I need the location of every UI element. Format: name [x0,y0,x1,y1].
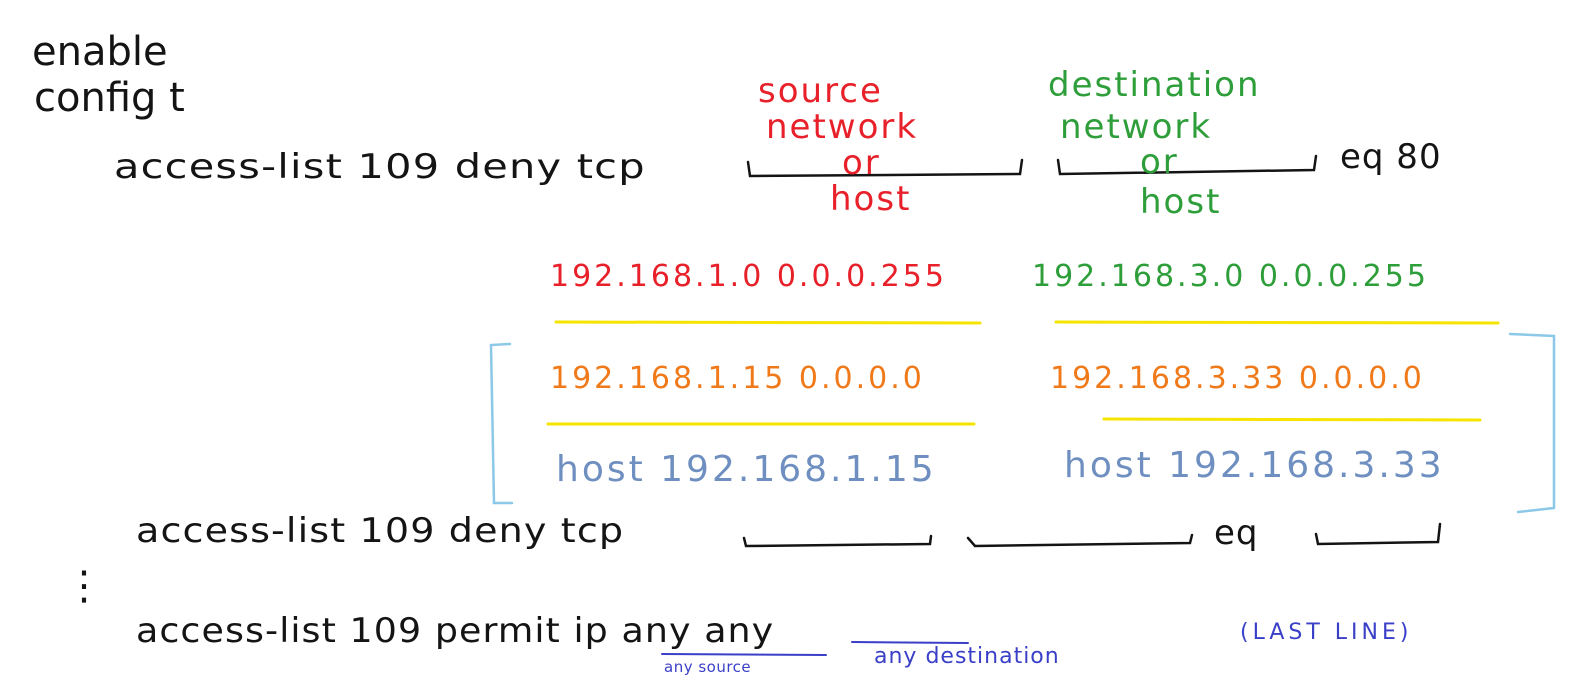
network-destination-underline [1054,320,1500,325]
host-source-example: host 192.168.1.15 [556,449,937,490]
network-source-example: 192.168.1.0 0.0.0.255 [550,259,947,294]
source-label-word: source [758,71,883,111]
acl-line2-suffix: eq [1214,513,1259,553]
last-line-annotation: (LAST LINE) [1240,620,1413,645]
enable-command: enable [32,29,168,75]
wildcard-source-example: 192.168.1.15 0.0.0.0 [550,361,925,396]
acl-last-line: access-list 109 permit ip any any [136,611,775,651]
any-destination-underline [851,641,969,644]
acl-line2-prefix: access-list 109 deny tcp [136,511,625,551]
network-destination-example: 192.168.3.0 0.0.0.255 [1032,259,1429,294]
config-command: config t [34,75,185,121]
source-label-network: network [766,107,919,147]
wildcard-destination-underline [1102,417,1482,422]
destination-brace [1056,154,1318,176]
source-brace [746,158,1024,178]
blank-source [742,534,933,548]
network-source-underline [554,320,982,325]
acl-line1-suffix: eq 80 [1340,137,1442,177]
blank-port [1314,522,1442,546]
blank-destination [966,533,1194,548]
source-label-host: host [830,179,912,219]
vertical-ellipsis: ⋮ [64,563,104,609]
host-destination-example: host 192.168.3.33 [1064,445,1445,486]
destination-label-word: destination [1048,65,1261,105]
wildcard-destination-example: 192.168.3.33 0.0.0.0 [1050,361,1425,396]
any-destination-note: any destination [874,644,1060,669]
any-source-underline [661,653,827,656]
acl-line1-prefix: access-list 109 deny tcp [114,147,646,187]
source-label-or: or [842,143,881,183]
bracket-right [1508,332,1556,514]
bracket-left [489,342,514,505]
any-source-note: any source [664,658,752,676]
destination-label-network: network [1060,107,1213,147]
destination-label-or: or [1140,142,1179,182]
destination-label-host: host [1140,182,1222,222]
